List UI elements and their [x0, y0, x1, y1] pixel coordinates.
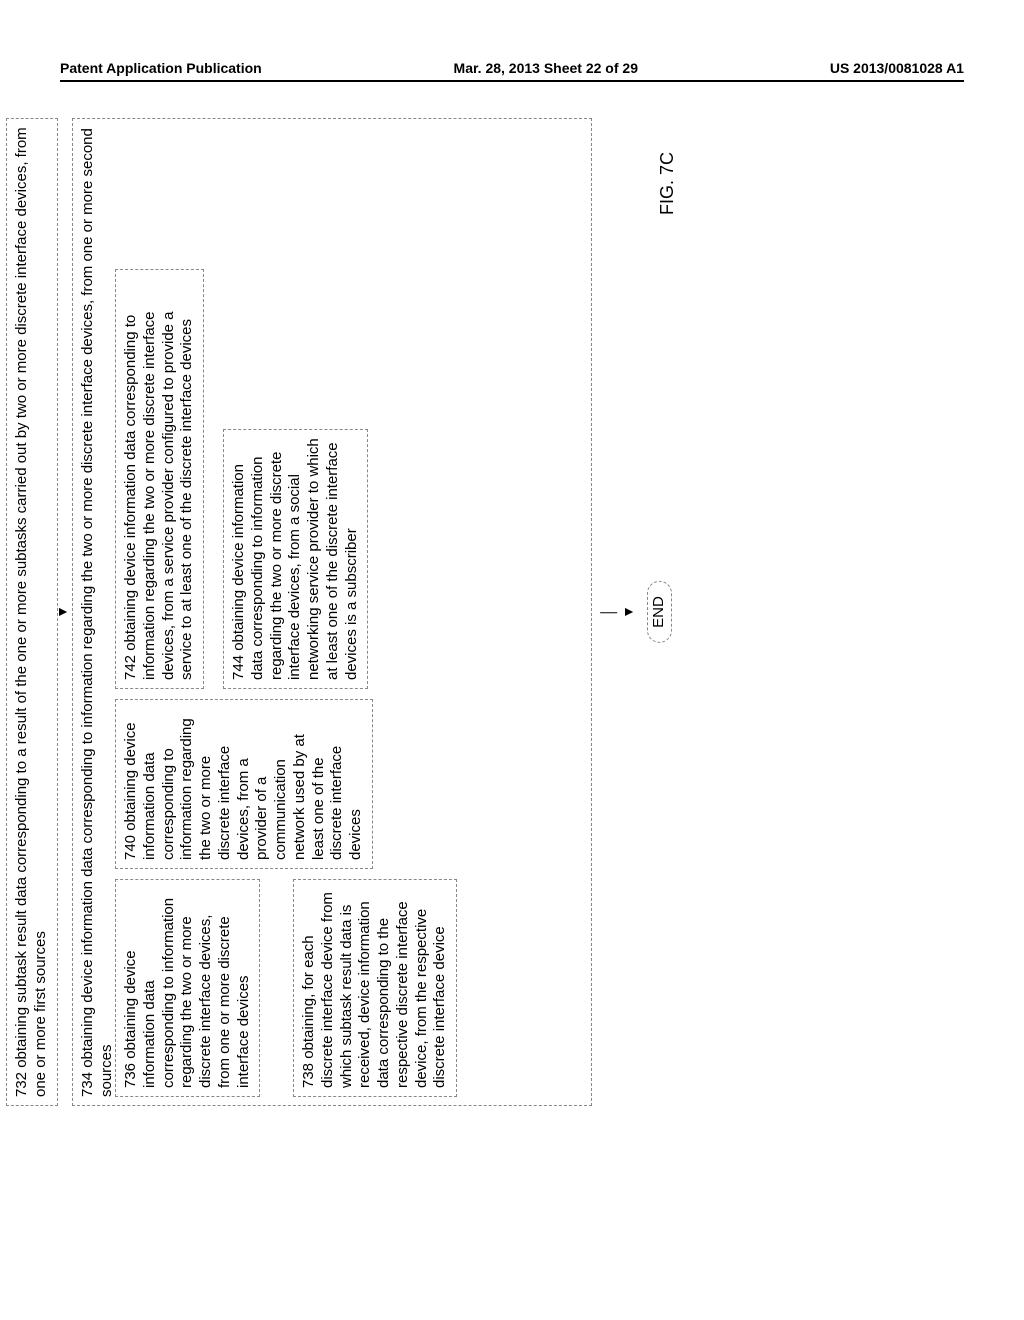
box-744: 744 obtaining device information data co…	[223, 429, 368, 689]
box-742-text: 742 obtaining device information data co…	[122, 311, 195, 680]
page-header: Patent Application Publication Mar. 28, …	[60, 60, 964, 82]
page-container: Patent Application Publication Mar. 28, …	[60, 60, 964, 1260]
box-734: 734 obtaining device information data co…	[72, 118, 592, 1106]
diagram-rotated-wrap: Start ▼ 504 obtaining subtask result dat…	[0, 332, 902, 1112]
end-label: END	[650, 596, 667, 628]
box-732: 732 obtaining subtask result data corres…	[6, 118, 58, 1106]
header-right: US 2013/0081028 A1	[830, 60, 964, 76]
arrow-icon: ▼	[54, 605, 72, 619]
header-left: Patent Application Publication	[60, 60, 262, 76]
figure-label: FIG. 7C	[656, 152, 679, 215]
box-742: 742 obtaining device information data co…	[115, 269, 204, 689]
arrow-icon: │	[600, 608, 618, 617]
box-738-text: 738 obtaining, for each discrete interfa…	[300, 892, 448, 1088]
box-740: 740 obtaining device information data co…	[115, 699, 373, 869]
header-center: Mar. 28, 2013 Sheet 22 of 29	[454, 60, 638, 76]
box-736: 736 obtaining device information data co…	[115, 879, 260, 1097]
box-744-text: 744 obtaining device information data co…	[230, 438, 360, 680]
box-732-text: 732 obtaining subtask result data corres…	[13, 127, 49, 1097]
box-738: 738 obtaining, for each discrete interfa…	[293, 879, 457, 1097]
box-734-text: 734 obtaining device information data co…	[79, 128, 115, 1097]
box-740-text: 740 obtaining device information data co…	[122, 718, 364, 860]
flowchart-diagram: Start ▼ 504 obtaining subtask result dat…	[0, 112, 682, 1112]
end-terminal: END	[647, 581, 672, 643]
box-736-text: 736 obtaining device information data co…	[122, 898, 252, 1088]
arrow-icon: ▼	[620, 605, 638, 619]
